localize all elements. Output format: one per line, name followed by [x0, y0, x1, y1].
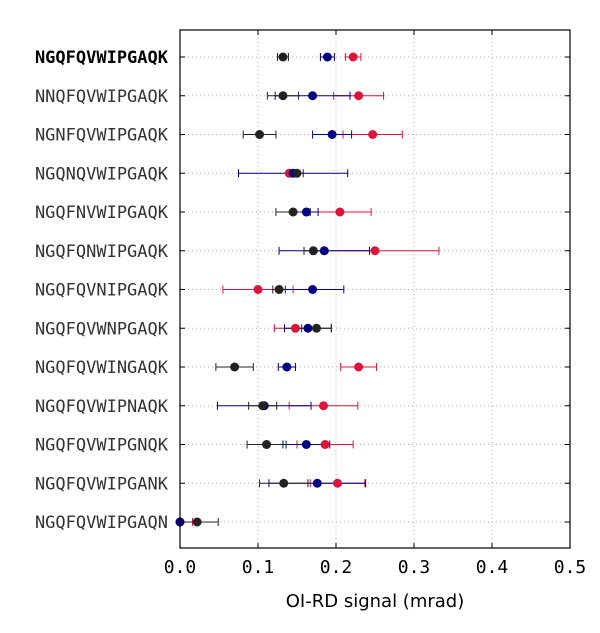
data-point — [278, 91, 288, 101]
y-tick-label: NGQFQNWIPGAQK — [35, 242, 169, 262]
data-point — [230, 362, 240, 372]
y-tick-label: NGQFQVWIPGAQK — [35, 48, 169, 68]
x-axis-label: OI-RD signal (mrad) — [286, 591, 464, 612]
data-point — [255, 130, 265, 139]
x-tick-label: 0.5 — [554, 557, 587, 578]
data-point — [308, 91, 318, 101]
y-tick-label: NGQFQVWIPGNQK — [35, 436, 169, 456]
y-tick-label: NGQNQVWIPGAQK — [35, 164, 169, 184]
y-tick-label: NGQFQVWIPNAQK — [35, 397, 169, 417]
point-layer — [175, 52, 380, 527]
data-point — [253, 285, 263, 294]
data-point — [322, 52, 332, 62]
data-point — [292, 168, 302, 178]
data-point — [262, 440, 272, 449]
y-tick-label: NGQFQVWIPGAQN — [35, 513, 168, 533]
data-point — [312, 323, 321, 333]
data-point — [258, 401, 268, 411]
y-tick-label: NNQFQVWIPGAQK — [35, 87, 169, 107]
data-point — [278, 52, 288, 62]
y-tick-label: NGQFNVWIPGAQK — [35, 203, 169, 223]
y-tick-label: NGQFQVNIPGAQK — [35, 281, 169, 301]
data-point — [335, 207, 345, 217]
data-point — [290, 323, 300, 333]
data-point — [279, 478, 289, 488]
y-tick-label: NGQFQVWNPGAQK — [35, 319, 169, 339]
y-tick-label: NGNFQVWIPGAQK — [35, 126, 169, 146]
data-point — [301, 207, 311, 217]
data-point — [370, 246, 380, 256]
data-point — [312, 478, 322, 488]
x-tick-label-layer: 0.0 0.1 0.2 0.3 0.4 0.5 — [164, 557, 587, 578]
data-point — [327, 130, 337, 139]
data-point — [301, 440, 311, 449]
y-tick-label: NGQFQVWINGAQK — [35, 358, 169, 378]
data-point — [348, 52, 358, 62]
x-tick-label: 0.2 — [320, 557, 353, 578]
data-point — [368, 130, 378, 139]
data-point — [274, 285, 284, 294]
x-tick-label: 0.4 — [476, 557, 509, 578]
x-tick-label: 0.3 — [398, 557, 431, 578]
x-tick-label: 0.0 — [164, 557, 197, 578]
data-point — [288, 207, 298, 217]
data-point — [333, 478, 343, 488]
data-point — [319, 401, 329, 411]
data-point — [303, 323, 313, 333]
y-tick-label: NGQFQVWIPGANK — [35, 474, 169, 494]
data-point — [308, 285, 318, 294]
data-point — [320, 440, 330, 449]
data-point — [192, 517, 202, 527]
data-point — [319, 246, 329, 256]
data-point — [354, 91, 364, 101]
x-tick-label: 0.1 — [242, 557, 275, 578]
data-point — [282, 362, 292, 372]
plot-frame — [179, 29, 571, 549]
data-point — [308, 246, 318, 256]
data-point — [354, 362, 364, 372]
y-tick-label-layer: NGQFQVWIPGAQK NNQFQVWIPGAQK NGNFQVWIPGAQK N… — [35, 48, 169, 533]
